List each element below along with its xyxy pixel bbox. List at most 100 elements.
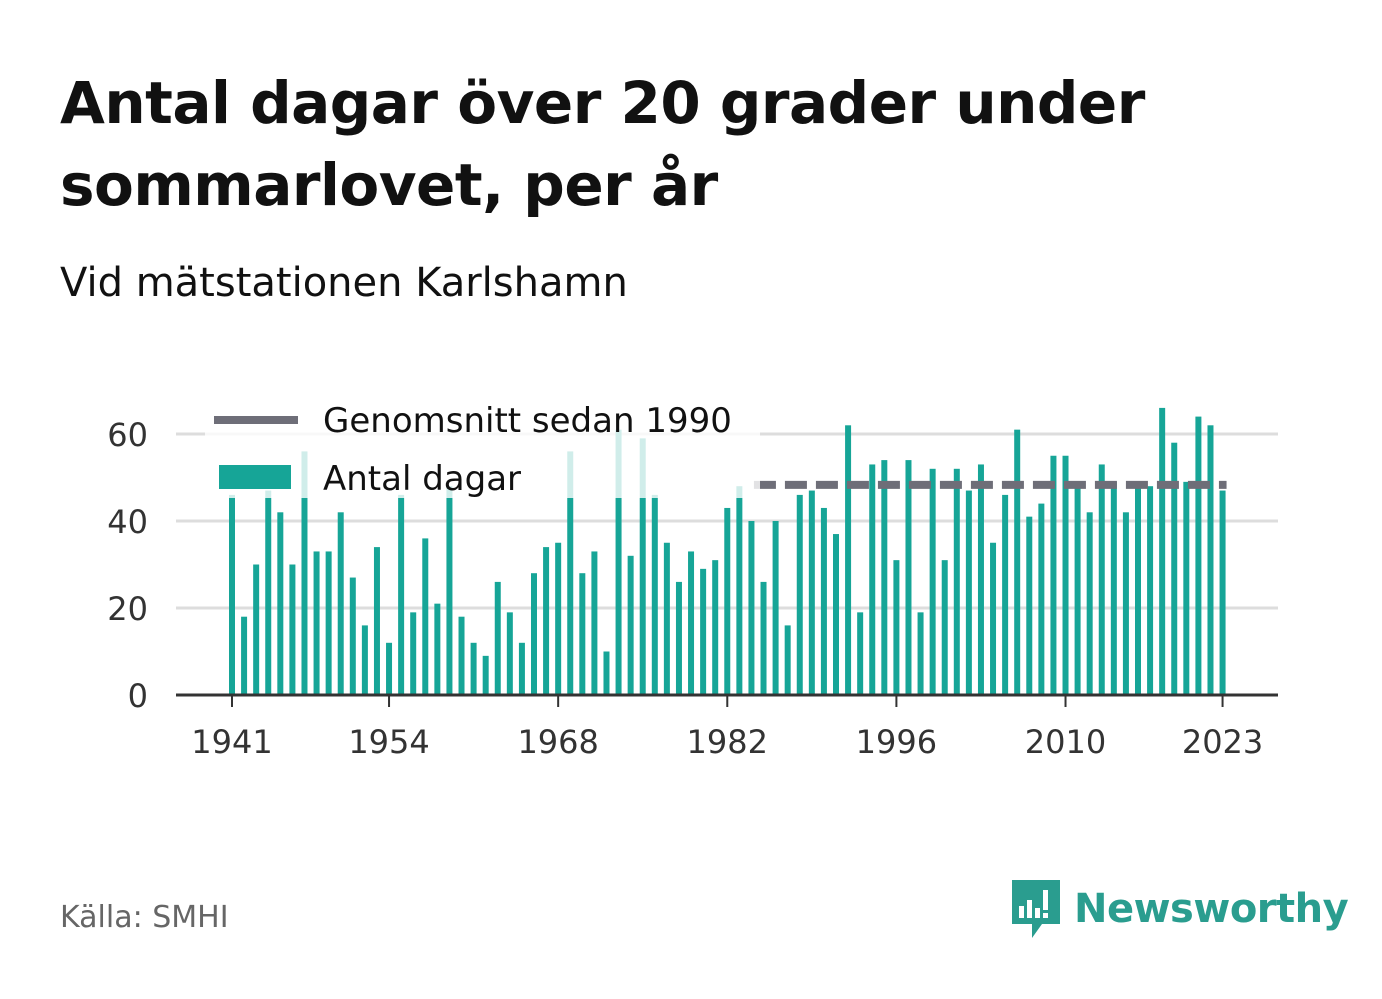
- x-tick-label: 1941: [191, 723, 272, 761]
- bar: [361, 625, 368, 695]
- bar: [663, 542, 670, 695]
- bar: [386, 642, 393, 695]
- bar: [893, 560, 900, 695]
- axes: 0 20 40 60 1941 1954 1968 1982 1996 2010 2023: [107, 416, 1278, 761]
- bar: [760, 581, 767, 695]
- bar: [845, 425, 852, 695]
- bar: [1098, 464, 1105, 695]
- bar: [905, 460, 912, 695]
- bar: [1219, 490, 1226, 695]
- bar: [603, 651, 610, 695]
- bar: [567, 451, 574, 695]
- legend-bar-label: Antal dagar: [323, 459, 521, 499]
- y-tick-label: 0: [128, 677, 148, 715]
- bar: [1050, 455, 1057, 695]
- bar: [1207, 425, 1214, 695]
- x-tick-label: 1996: [856, 723, 937, 761]
- bar: [953, 468, 960, 695]
- bar: [833, 534, 839, 695]
- bar: [241, 616, 248, 695]
- bar: [410, 612, 417, 695]
- bar: [1159, 407, 1166, 695]
- bar: [700, 568, 707, 695]
- newsworthy-logo: Newsworthy: [1010, 878, 1349, 940]
- bar: [1110, 481, 1117, 695]
- bar: [518, 642, 525, 695]
- bar: [712, 560, 719, 695]
- bar: [857, 612, 864, 695]
- logo-wordmark: Newsworthy: [1074, 886, 1349, 932]
- bar: [675, 581, 682, 695]
- bar: [1122, 512, 1129, 695]
- bar: [869, 464, 876, 695]
- x-tick-label: 2023: [1182, 723, 1263, 761]
- x-tick-label: 1968: [517, 723, 598, 761]
- bar: [446, 486, 453, 695]
- bar: [917, 612, 924, 695]
- bar: [253, 564, 260, 695]
- bar: [941, 560, 948, 695]
- bar: [1062, 455, 1069, 695]
- bar: [422, 538, 429, 695]
- bar: [1086, 512, 1093, 695]
- legend-bar-swatch: [219, 465, 291, 489]
- bar: [470, 642, 477, 695]
- chart-title: Antal dagar över 20 grader under sommarl…: [60, 69, 1145, 219]
- bar: [688, 551, 695, 695]
- bar: [784, 625, 791, 695]
- bar: [458, 616, 465, 695]
- bar: [506, 612, 513, 695]
- bar: [1014, 429, 1021, 695]
- bar: [772, 521, 779, 695]
- bar: [929, 468, 936, 695]
- bar: [349, 577, 356, 695]
- bar-chart: 0 20 40 60 1941 1954 1968 1982 1996 2010 2023 Geno…: [107, 401, 1278, 761]
- bar: [965, 490, 972, 695]
- bar: [736, 486, 743, 695]
- x-tick-label: 1982: [687, 723, 768, 761]
- bar: [1147, 486, 1154, 695]
- bar: [591, 551, 598, 695]
- bar: [651, 494, 658, 695]
- bar: [1026, 516, 1033, 695]
- bar: [881, 460, 888, 695]
- bar: [748, 521, 755, 695]
- bar: [301, 451, 308, 695]
- x-tick-label: 2010: [1025, 723, 1106, 761]
- bar: [289, 564, 296, 695]
- bar: [1135, 486, 1141, 695]
- bar: [977, 464, 984, 695]
- bar: [1038, 503, 1045, 695]
- chart-subtitle: Vid mätstationen Karlshamn: [60, 260, 628, 306]
- bar: [313, 551, 320, 695]
- bar: [796, 494, 803, 695]
- bar: [1183, 481, 1190, 695]
- bar: [1195, 416, 1202, 695]
- newsworthy-icon: [1012, 880, 1060, 938]
- bar: [627, 555, 634, 695]
- y-tick-label: 40: [107, 503, 148, 541]
- bar: [615, 429, 622, 695]
- bar: [555, 542, 562, 695]
- bar: [277, 512, 284, 695]
- bar: [531, 573, 537, 695]
- bar: [808, 490, 815, 695]
- bar: [990, 542, 997, 695]
- source-note: Källa: SMHI: [60, 900, 229, 935]
- bar: [229, 494, 235, 695]
- bar: [1002, 494, 1009, 695]
- bar: [265, 490, 272, 695]
- bar: [820, 507, 827, 695]
- bar: [373, 547, 380, 695]
- bar: [639, 438, 646, 695]
- y-tick-label: 60: [107, 416, 148, 454]
- legend-average-label: Genomsnitt sedan 1990: [323, 401, 732, 441]
- bar: [398, 494, 405, 695]
- bar: [494, 581, 501, 695]
- legend: Genomsnitt sedan 1990 Antal dagar: [205, 401, 760, 499]
- bar: [482, 655, 489, 695]
- bar: [337, 512, 344, 695]
- bars: [229, 407, 1226, 695]
- y-tick-label: 20: [107, 590, 148, 628]
- bar: [1171, 442, 1178, 695]
